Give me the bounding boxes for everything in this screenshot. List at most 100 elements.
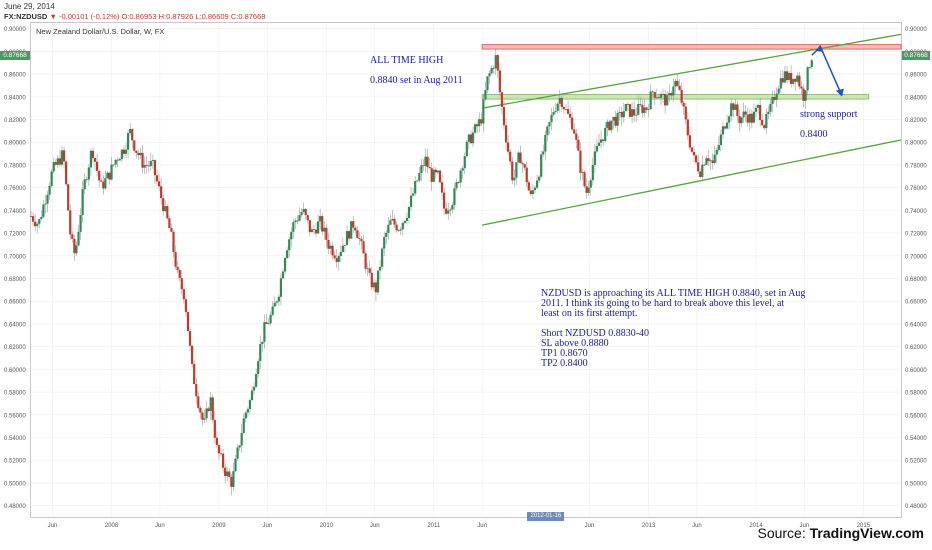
x-tick-label: 2010 bbox=[320, 523, 334, 529]
candle-down bbox=[160, 186, 163, 199]
ath-annotation[interactable]: ALL TIME HIGH 0.8840 set in Aug 2011 bbox=[370, 46, 463, 96]
candle-down bbox=[645, 107, 648, 110]
y-tick-label-left: 0.62000 bbox=[4, 345, 26, 351]
support-annotation-line1: strong support bbox=[800, 109, 858, 120]
y-tick-label-left: 0.64000 bbox=[4, 322, 26, 328]
channel-lower-trendline bbox=[481, 139, 902, 226]
x-tick-label: 2015 bbox=[857, 523, 871, 529]
candle-down bbox=[664, 93, 667, 106]
trade-idea-text[interactable]: NZDUSD is approaching its ALL TIME HIGH … bbox=[541, 288, 806, 369]
candle-up bbox=[48, 185, 51, 195]
candle-down bbox=[680, 89, 683, 103]
candle-up bbox=[531, 190, 535, 195]
candle-up bbox=[263, 322, 266, 342]
candle-down bbox=[569, 113, 572, 118]
candle-up bbox=[453, 188, 456, 206]
candle-up bbox=[298, 215, 301, 221]
candle-down bbox=[523, 164, 526, 168]
candle-down bbox=[620, 111, 623, 118]
candle-down bbox=[583, 172, 586, 187]
candle-up bbox=[248, 400, 252, 410]
candle-down bbox=[304, 208, 307, 216]
source-credit: Source: TradingView.com bbox=[757, 525, 924, 541]
price-change: ▼ -0.00101 (-0.12%) bbox=[49, 12, 120, 21]
candle-up bbox=[730, 103, 733, 117]
candle-up bbox=[79, 215, 82, 232]
y-tick-label-left: 0.66000 bbox=[4, 300, 26, 306]
candle-up bbox=[124, 149, 128, 154]
candle-down bbox=[395, 224, 398, 231]
y-tick-label-left: 0.56000 bbox=[4, 413, 26, 419]
candle-up bbox=[604, 127, 607, 142]
candle-down bbox=[31, 216, 35, 222]
candle-up bbox=[599, 139, 603, 143]
y-tick-label-right: 0.80000 bbox=[905, 141, 927, 147]
candle-up bbox=[246, 409, 249, 413]
candle-up bbox=[283, 258, 287, 272]
candle-up bbox=[244, 412, 247, 419]
candle-up bbox=[488, 73, 491, 77]
candle-down bbox=[723, 126, 727, 129]
candle-up bbox=[42, 204, 45, 217]
x-tick-label: Jun bbox=[370, 523, 380, 529]
candle-down bbox=[347, 231, 351, 239]
candle-down bbox=[562, 107, 566, 110]
candle-down bbox=[166, 206, 169, 219]
candle-up bbox=[595, 145, 599, 152]
candle-up bbox=[366, 268, 369, 270]
candle-up bbox=[420, 165, 423, 173]
candle-up bbox=[240, 433, 243, 446]
candle-down bbox=[440, 182, 444, 193]
candle-down bbox=[560, 97, 563, 108]
candle-up bbox=[701, 164, 704, 177]
candle-down bbox=[798, 75, 801, 87]
candle-down bbox=[215, 437, 218, 446]
y-tick-label-left: 0.80000 bbox=[4, 141, 26, 147]
candle-up bbox=[414, 181, 417, 194]
symbol-label[interactable]: FX:NZDUSD bbox=[4, 12, 48, 21]
candle-up bbox=[252, 386, 256, 391]
candle-down bbox=[321, 216, 324, 232]
candle-down bbox=[174, 252, 177, 267]
y-tick-label-left: 0.48000 bbox=[4, 504, 26, 510]
support-annotation[interactable]: strong support 0.8400 bbox=[800, 100, 858, 150]
candle-down bbox=[157, 181, 161, 187]
candle-up bbox=[164, 206, 167, 212]
x-tick-label: Jun bbox=[585, 523, 595, 529]
candle-down bbox=[507, 142, 510, 152]
y-tick-label-right: 0.72000 bbox=[905, 232, 927, 238]
candle-up bbox=[126, 133, 130, 150]
candle-up bbox=[343, 245, 347, 247]
candle-up bbox=[715, 149, 718, 155]
x-tick-label: Jun bbox=[799, 523, 809, 529]
source-brand: TradingView.com bbox=[809, 525, 924, 541]
candle-up bbox=[765, 114, 768, 129]
candle-down bbox=[230, 476, 233, 487]
candle-down bbox=[763, 125, 766, 129]
candle-down bbox=[180, 278, 183, 290]
candle-up bbox=[471, 132, 475, 144]
y-tick-label-right: 0.86000 bbox=[905, 73, 927, 79]
candle-down bbox=[219, 453, 223, 455]
candle-up bbox=[120, 149, 123, 159]
x-tick-label: Jun bbox=[262, 523, 272, 529]
candle-down bbox=[188, 331, 192, 346]
candle-down bbox=[178, 269, 181, 279]
candle-down bbox=[707, 158, 710, 162]
candle-down bbox=[100, 180, 103, 182]
candle-up bbox=[668, 92, 671, 96]
candle-down bbox=[199, 407, 202, 413]
candle-down bbox=[217, 445, 221, 454]
candle-down bbox=[224, 467, 227, 477]
candle-up bbox=[465, 141, 468, 157]
chart-pane[interactable] bbox=[30, 22, 902, 518]
candle-down bbox=[131, 128, 134, 141]
candle-down bbox=[686, 119, 689, 136]
candle-down bbox=[438, 170, 442, 183]
candle-up bbox=[118, 158, 121, 161]
candle-up bbox=[232, 471, 235, 487]
candle-down bbox=[358, 238, 361, 239]
candle-down bbox=[191, 345, 194, 364]
candle-up bbox=[286, 250, 289, 259]
